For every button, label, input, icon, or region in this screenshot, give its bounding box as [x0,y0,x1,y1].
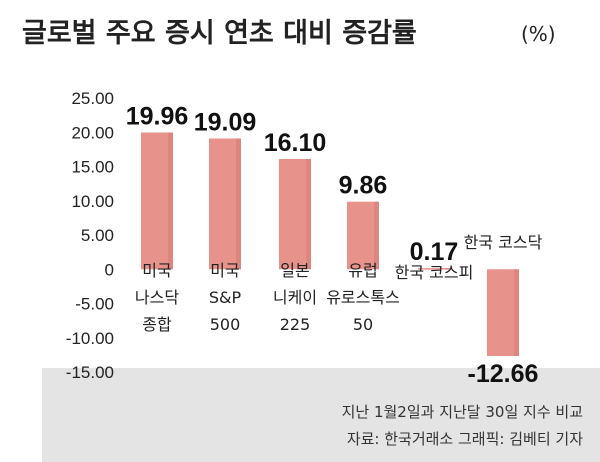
category-label: 225 [280,315,311,334]
bar [279,158,311,270]
category-label: 유로스톡스 [326,288,400,307]
category-label: 미국 [210,261,239,280]
category-label: 한국 코스닥 [464,233,543,252]
footnote-period: 지난 1월2일과 지난달 30일 지수 비교 [342,403,583,421]
bar-shade [514,269,519,356]
category-label: 유럽 [348,261,377,280]
value-label: -12.66 [468,360,539,388]
category-label: 종합 [142,315,172,334]
bottom-band [42,368,600,462]
category-label: 500 [210,315,241,334]
bar-shade [236,138,241,270]
y-tick-label: -10.00 [66,329,114,348]
chart-unit: (%) [521,22,556,46]
bar [141,132,173,270]
y-tick-label: 5.00 [81,226,114,245]
category-label: S&P [209,288,242,307]
bar-shade [445,268,450,270]
category-label: 50 [353,315,373,334]
category-label: 일본 [280,261,309,280]
value-label: 16.10 [264,129,327,157]
y-axis: 25.00 20.00 15.00 10.00 5.00 0 -5.00 -10.00 -15.… [66,89,114,382]
category-label: 나스닥 [135,288,179,307]
value-label: 19.09 [194,108,257,136]
y-tick-label: 10.00 [71,192,114,211]
y-tick-label: 0 [105,260,114,279]
y-tick-label: -5.00 [75,295,114,314]
bars [141,132,519,356]
bar-shade [374,201,379,270]
footnote-source: 자료: 한국거래소 그래픽: 김베티 기자 [347,430,583,448]
y-tick-label: 25.00 [71,89,114,108]
bar [347,201,379,270]
value-label: 9.86 [339,172,388,200]
bar-shade [168,132,173,270]
value-label: 0.17 [410,238,459,266]
y-tick-label: 20.00 [71,123,114,142]
bar-shade [306,158,311,270]
y-tick-label: -15.00 [66,363,114,382]
chart-title: 글로벌 주요 증시 연초 대비 증감률 [22,18,417,49]
category-label: 미국 [142,261,171,280]
y-tick-label: 15.00 [71,158,114,177]
bar [209,138,241,270]
bar [487,269,519,356]
category-label: 한국 코스피 [395,263,474,282]
bar [418,268,450,270]
category-label: 니케이 [273,288,317,307]
value-label: 19.96 [126,103,189,131]
